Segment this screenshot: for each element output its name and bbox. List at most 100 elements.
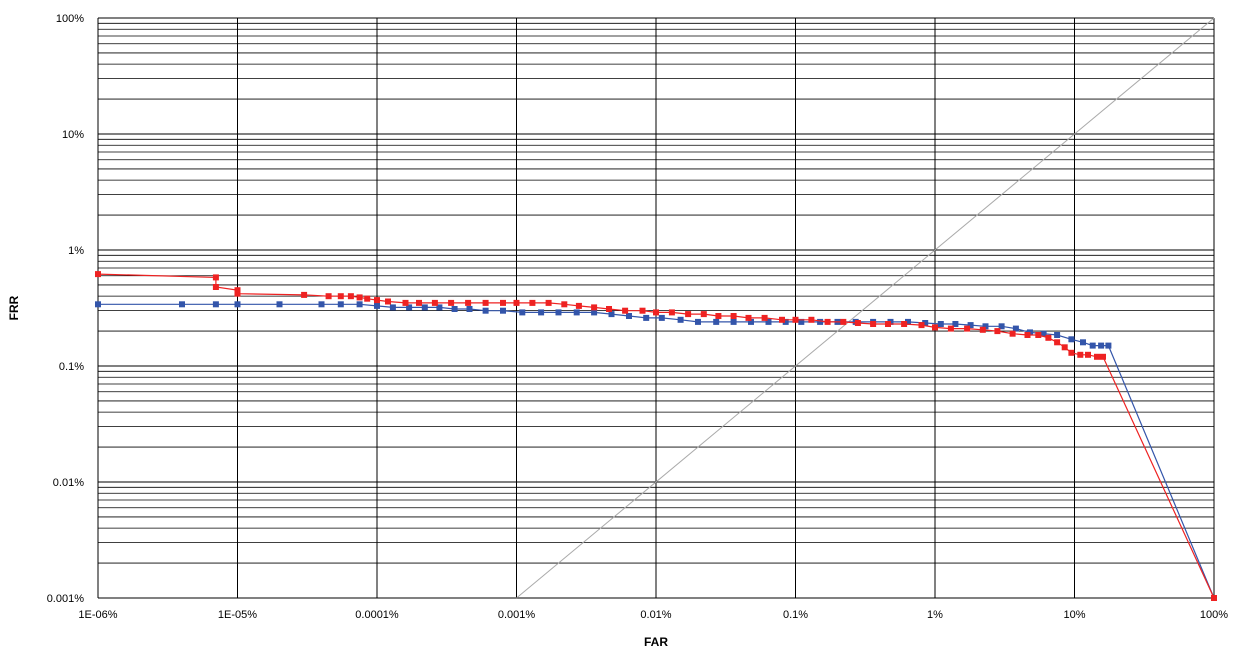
data-point: [715, 313, 722, 319]
x-tick-label: 0.01%: [640, 609, 671, 621]
data-point: [677, 316, 684, 323]
data-point: [918, 322, 925, 329]
x-tick-label: 1E-06%: [78, 609, 117, 621]
data-point: [591, 309, 598, 316]
data-point: [374, 302, 380, 309]
y-tick-label: 1%: [68, 245, 84, 257]
data-point: [1077, 351, 1084, 358]
x-tick-label: 1%: [927, 609, 943, 621]
data-point: [626, 313, 632, 319]
x-tick-label: 0.1%: [783, 609, 808, 621]
data-point: [318, 301, 325, 308]
data-point: [575, 302, 582, 309]
data-point: [95, 271, 101, 278]
data-point: [337, 293, 344, 300]
data-point: [212, 274, 219, 281]
data-point: [932, 324, 938, 331]
data-point: [668, 309, 675, 316]
data-point: [998, 323, 1005, 330]
data-point: [1068, 336, 1075, 343]
series-layer: [95, 271, 1217, 601]
data-point: [436, 304, 443, 311]
data-point: [529, 299, 536, 306]
data-point: [500, 307, 506, 314]
data-point: [792, 316, 799, 323]
data-point: [1024, 332, 1031, 338]
reference-line: [516, 17, 1215, 599]
data-point: [1054, 332, 1061, 338]
data-point: [1035, 332, 1042, 338]
data-point: [389, 304, 396, 311]
data-point: [1080, 339, 1086, 346]
series-2: [95, 271, 1217, 601]
data-point: [870, 321, 877, 327]
data-point: [952, 321, 959, 327]
series-line: [97, 273, 1215, 599]
data-point: [713, 318, 720, 325]
data-point: [1009, 330, 1016, 337]
data-point: [658, 314, 665, 321]
data-point: [1211, 595, 1217, 601]
y-axis-title: FRR: [7, 295, 21, 320]
data-point: [1012, 325, 1019, 332]
data-point: [234, 301, 241, 308]
data-point: [808, 316, 815, 323]
data-point: [513, 299, 520, 306]
data-point: [905, 318, 911, 325]
data-point: [779, 316, 785, 323]
data-point: [1105, 342, 1112, 349]
data-point: [561, 301, 568, 308]
data-point: [761, 314, 768, 321]
data-point: [840, 318, 847, 325]
y-tick-label: 0.001%: [47, 593, 85, 605]
data-point: [979, 326, 986, 333]
data-point: [947, 325, 954, 332]
data-point: [685, 311, 692, 318]
data-point: [1061, 344, 1068, 351]
data-point: [234, 290, 241, 297]
data-point: [653, 309, 659, 316]
data-point: [967, 322, 974, 329]
x-tick-label: 0.001%: [498, 609, 536, 621]
data-point: [730, 313, 737, 319]
data-point: [406, 304, 413, 311]
data-point: [364, 295, 371, 302]
data-point: [519, 309, 526, 316]
data-point: [356, 294, 363, 301]
data-point: [356, 301, 363, 308]
data-point: [730, 318, 737, 325]
data-point: [1045, 334, 1052, 341]
data-point: [482, 299, 489, 306]
grid: [97, 17, 1215, 599]
data-point: [385, 298, 391, 305]
data-point: [179, 301, 185, 308]
data-point: [466, 306, 473, 312]
series-1: [95, 301, 1217, 601]
data-point: [639, 307, 646, 314]
data-point: [817, 318, 824, 325]
x-tick-label: 1E-05%: [218, 609, 257, 621]
reference-diagonal: [516, 17, 1215, 599]
data-point: [1040, 330, 1047, 337]
data-point: [782, 318, 789, 325]
data-point: [212, 284, 219, 290]
data-point: [748, 318, 754, 325]
data-point: [994, 328, 1001, 335]
data-point: [937, 321, 944, 327]
data-point: [591, 304, 598, 311]
data-point: [1054, 339, 1061, 346]
data-point: [765, 318, 772, 325]
data-point: [234, 287, 241, 294]
data-point: [95, 301, 101, 308]
data-point: [798, 318, 805, 325]
y-tick-label: 0.01%: [53, 477, 84, 489]
data-point: [482, 307, 489, 314]
data-point: [374, 297, 380, 304]
data-point: [1100, 353, 1106, 360]
data-point: [212, 301, 219, 308]
data-point: [745, 314, 752, 321]
data-point: [1098, 342, 1105, 349]
data-point: [337, 301, 344, 308]
data-point: [964, 325, 971, 332]
